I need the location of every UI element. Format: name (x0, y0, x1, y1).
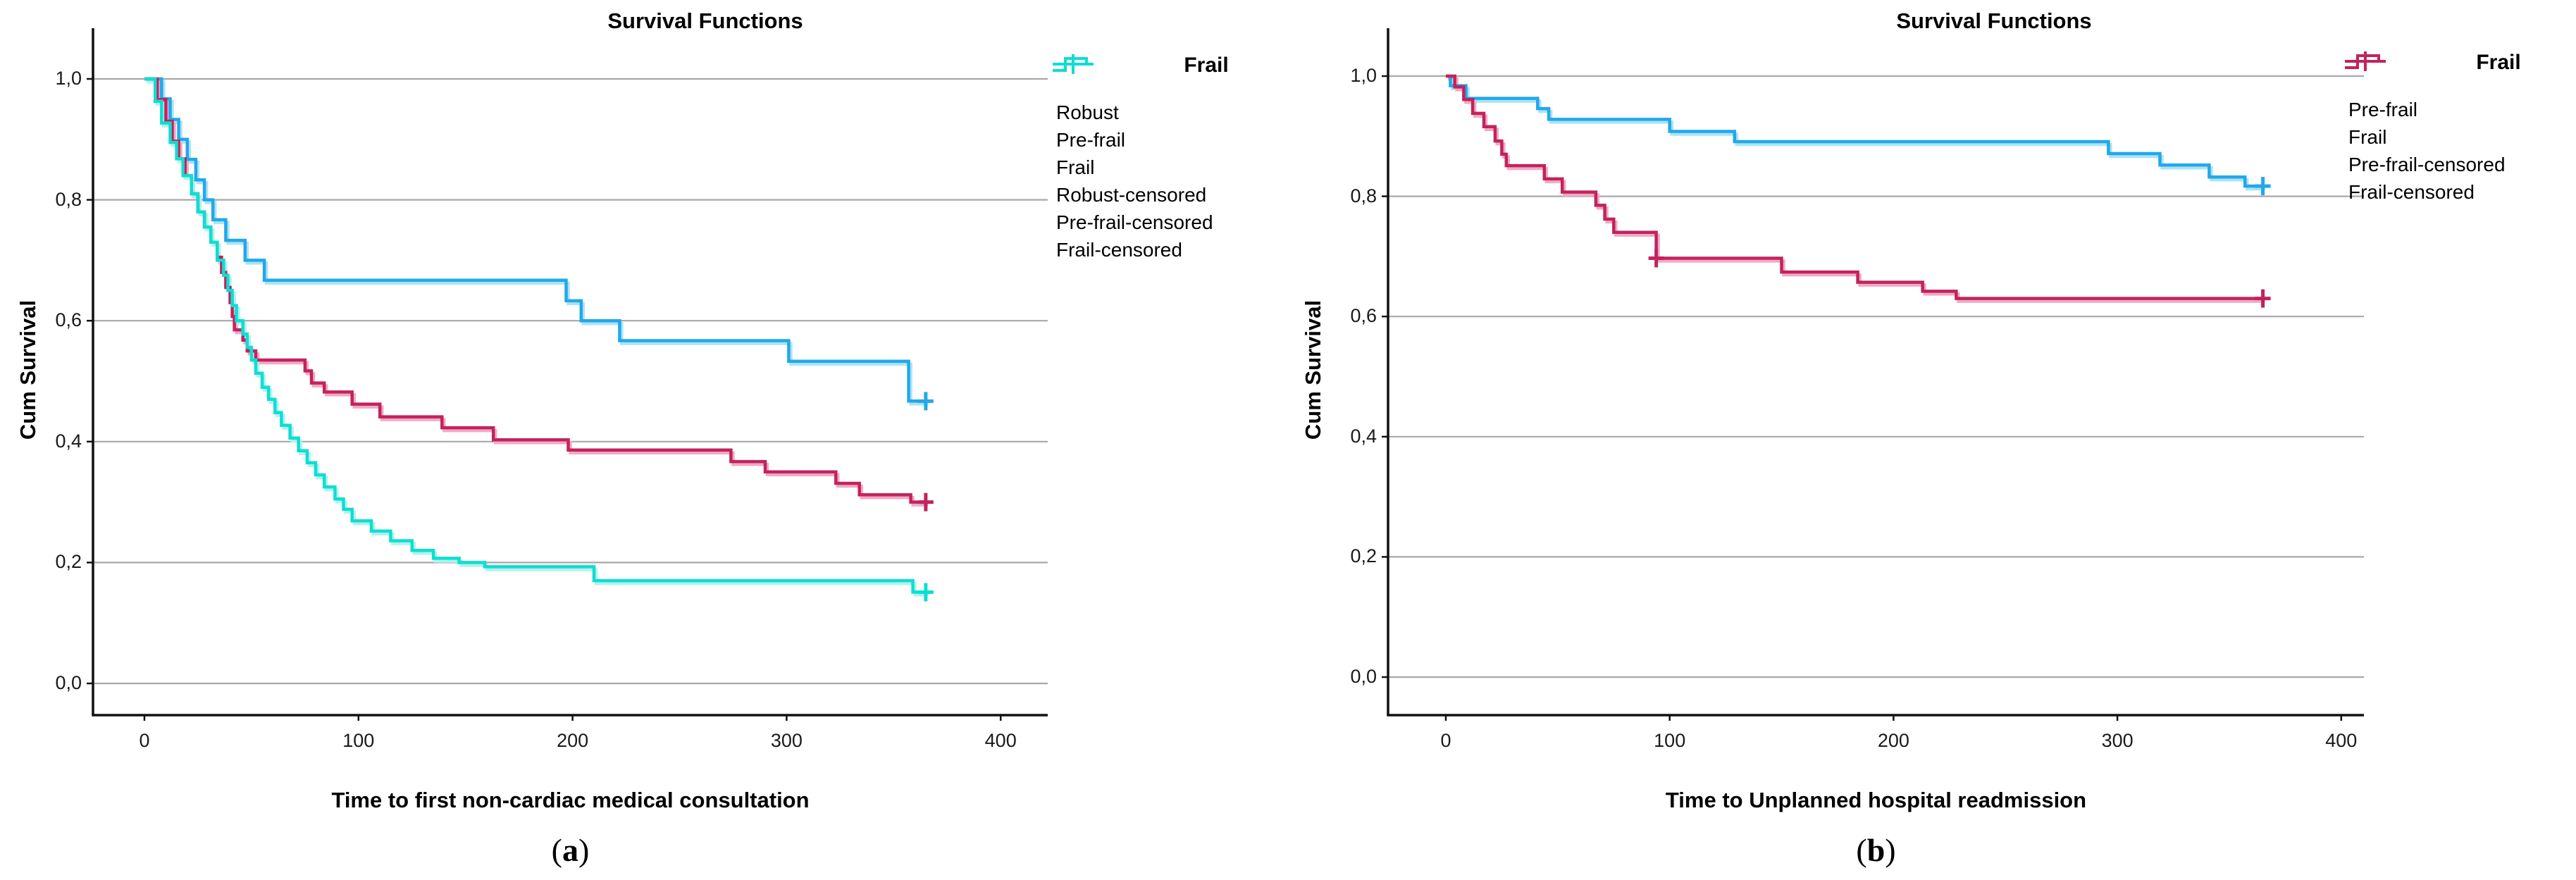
y-axis-title-a: Cum Survival (16, 299, 40, 440)
panel-b: Survival Functions Cum Survival Time to … (1288, 0, 2576, 880)
x-axis-title-a: Time to first non-cardiac medical consul… (331, 788, 810, 812)
x-tick-label: 100 (342, 730, 375, 751)
legend-item-frail: Frail (1051, 57, 1361, 181)
legend-label: Pre-frail (1056, 128, 1126, 151)
legend-label: Frail-censored (1056, 238, 1182, 261)
x-tick-label: 200 (1877, 730, 1909, 751)
legend-a: Frail Robust Pre-frail Frail Robust-censore… (1051, 54, 1361, 264)
legend-items-b: Pre-frail Frail Pre-frail-censored Frail-ce… (2343, 51, 2576, 206)
panel-caption-b: (b) (1771, 831, 1982, 869)
legend-item-pre-frail: Pre-frail (2343, 54, 2576, 123)
caption-open: ( (551, 832, 562, 868)
x-tick-label: 400 (2325, 730, 2358, 751)
chart-title-b: Survival Functions (1896, 8, 2092, 33)
x-tick-label: 300 (2101, 730, 2134, 751)
series-shadow-pre-frail (1448, 77, 2265, 191)
series-shadow-frail (147, 80, 928, 597)
series-shadow-robust (147, 80, 928, 406)
x-tick-label: 100 (1654, 730, 1686, 751)
series-shadow-frail (1448, 77, 2265, 303)
legend-label: Frail (2348, 125, 2387, 148)
y-tick-label: 0,6 (55, 309, 82, 331)
y-tick-label: 0,8 (1350, 185, 1377, 206)
x-tick-label: 400 (984, 730, 1017, 751)
y-tick-label: 0,6 (1350, 305, 1377, 327)
y-tick-label: 1,0 (55, 68, 82, 89)
legend-title-a: Frail (1184, 54, 1229, 77)
chart-title-a: Survival Functions (607, 8, 803, 33)
series-line-robust (144, 77, 926, 403)
x-tick-label: 200 (557, 730, 589, 751)
censor-mark-frail (917, 583, 934, 602)
caption-letter: b (1866, 832, 1885, 868)
y-tick-label: 0,4 (55, 430, 82, 452)
series-line-frail (144, 77, 926, 594)
legend-label: Frail (1056, 156, 1095, 178)
censor-mark-frail (2255, 289, 2271, 308)
legend-label: Robust-censored (1056, 183, 1207, 206)
caption-letter: a (562, 832, 578, 868)
survival-plot-b (1382, 28, 2364, 721)
censored-plus-icon (2345, 51, 2386, 71)
legend-item-frail-censored: Frail-censored (1051, 54, 1361, 264)
legend-item-frail: Frail (2343, 54, 2576, 151)
y-tick-label: 1,0 (1350, 65, 1377, 86)
censor-mark-pre-frail (917, 492, 934, 512)
legend-item-frail-censored: Frail-censored (2343, 51, 2576, 206)
y-tick-label: 0,2 (1350, 545, 1377, 567)
caption-close: ) (578, 832, 590, 868)
y-tick-label: 0,0 (55, 672, 82, 693)
legend-items-a: Robust Pre-frail Frail Robust-censored Pre-f… (1051, 54, 1361, 264)
legend-label: Pre-frail-censored (1056, 211, 1213, 233)
series-line-frail (1446, 74, 2263, 300)
y-axis-title-b: Cum Survival (1301, 299, 1325, 440)
survival-plot-a (87, 28, 1048, 721)
panel-a: Survival Functions Cum Survival Time to … (16, 8, 1229, 869)
step-line-icon (2345, 54, 2380, 69)
caption-open: ( (1856, 832, 1867, 868)
legend-label: Pre-frail-censored (2348, 153, 2506, 175)
legend-b: Frail Pre-frail Frail Pre-frail-censored Fr… (2343, 51, 2576, 206)
x-tick-label: 0 (1440, 730, 1451, 751)
x-axis-title-b: Time to Unplanned hospital readmission (1665, 788, 2087, 812)
legend-label: Pre-frail (2348, 98, 2418, 120)
y-tick-label: 0,4 (1350, 425, 1377, 447)
legend-label: Frail-censored (2348, 180, 2475, 203)
legend-title-b: Frail (2476, 51, 2521, 74)
legend-label: Robust (1056, 101, 1119, 123)
x-tick-label: 0 (139, 730, 150, 751)
y-tick-label: 0,8 (55, 188, 82, 210)
y-tick-label: 0,2 (55, 551, 82, 573)
y-tick-label: 0,0 (1350, 666, 1377, 687)
series-line-pre-frail (1446, 74, 2263, 188)
x-tick-label: 300 (770, 730, 803, 751)
caption-close: ) (1885, 832, 1896, 868)
legend-item-pre-frail-censored: Pre-frail-censored (2343, 51, 2576, 178)
panel-caption-a: (a) (465, 831, 676, 869)
censored-plus-icon (1053, 54, 1094, 74)
step-line-icon (1053, 57, 1088, 72)
censor-mark-pre-frail (2255, 177, 2271, 196)
series-line-pre-frail (144, 77, 926, 504)
censor-mark-robust (917, 392, 934, 411)
censor-mark-frail (1648, 249, 1664, 268)
